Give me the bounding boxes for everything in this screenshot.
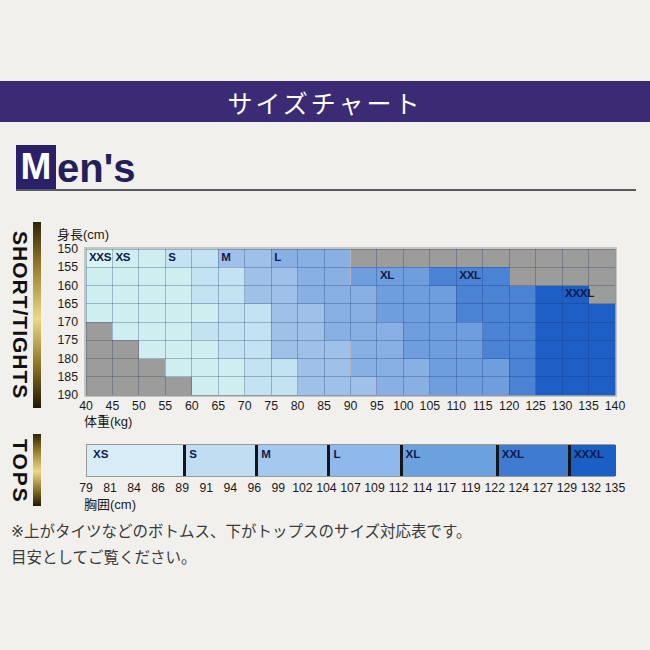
grid-cell-XS	[139, 340, 218, 358]
grid-cell-XL	[430, 359, 509, 377]
tops-side-label: TOPS	[2, 433, 32, 509]
grid-cell-XS	[112, 322, 191, 340]
gridline-horizontal	[86, 303, 615, 304]
grid-cell-XXXL	[536, 377, 615, 395]
size-label-XXL: XXL	[459, 269, 480, 281]
height-axis-title: 身長(cm)	[57, 224, 109, 243]
grid-cell-S	[192, 322, 271, 340]
size-label-XXXL: XXXL	[565, 287, 594, 299]
size-label-XXS: XXS	[89, 251, 111, 263]
tops-segment-divider	[496, 445, 499, 476]
page-title: サイズチャート	[227, 84, 422, 120]
grid-cell-XXL	[456, 286, 535, 304]
grid-cell-XXXL	[536, 322, 615, 340]
grid-cell-XXXL	[536, 340, 615, 358]
tops-segment-divider	[183, 445, 186, 476]
height-tick-label: 180	[46, 352, 78, 366]
gridline-horizontal	[86, 395, 615, 396]
grid-cell-XL	[377, 304, 456, 322]
grid-cell-M	[271, 340, 350, 358]
gridline-horizontal	[86, 376, 615, 377]
weight-tick-label: 140	[598, 399, 632, 413]
tops-size-label-XS: XS	[93, 448, 108, 460]
grid-cell-XXL	[509, 359, 535, 377]
grid-cell-out-of-range	[86, 359, 165, 377]
gridline-horizontal	[86, 340, 615, 341]
size-label-XL: XL	[380, 269, 394, 281]
height-tick-label: 170	[46, 315, 78, 329]
grid-cell-L	[351, 359, 430, 377]
size-label-L: L	[274, 251, 281, 263]
grid-cell-out-of-range	[86, 322, 112, 340]
height-tick-label: 150	[46, 242, 78, 256]
size-label-XS: XS	[115, 251, 130, 263]
mens-heading-text: en's	[57, 147, 135, 189]
grid-cell-M	[298, 377, 377, 395]
grid-cell-XL	[430, 377, 509, 395]
gridline-horizontal	[86, 267, 615, 268]
tops-segment-divider	[255, 445, 258, 476]
grid-cell-L	[324, 322, 403, 340]
shorts-tights-side-label: SHORT/TIGHTS	[2, 221, 32, 409]
mens-divider-line	[16, 189, 636, 191]
height-tick-label: 175	[46, 333, 78, 347]
grid-cell-XS	[165, 359, 244, 377]
gridline-horizontal	[86, 322, 615, 323]
footnote-line2: 目安としてご覧ください。	[11, 545, 471, 571]
grid-cell-L	[271, 249, 350, 267]
grid-cell-XXXL	[536, 359, 615, 377]
size-label-M: M	[221, 251, 230, 263]
size-label-S: S	[168, 251, 175, 263]
tops-accent-bar	[33, 434, 41, 506]
grid-cell-L	[298, 286, 377, 304]
tops-segment-divider	[400, 445, 403, 476]
grid-cell-XL	[377, 286, 456, 304]
mens-initial-block: M	[16, 145, 56, 189]
grid-cell-XXXL	[536, 304, 615, 322]
grid-cell-XL	[403, 340, 482, 358]
tops-size-label-L: L	[333, 448, 340, 460]
tops-size-label-M: M	[261, 448, 271, 460]
weight-axis-title: 体重(kg)	[84, 411, 132, 430]
gridline-horizontal	[86, 358, 615, 359]
tops-size-label-XXL: XXL	[502, 448, 524, 460]
grid-cell-XL	[403, 322, 482, 340]
tops-size-bar: XS S M L XL XXL XXXL	[86, 444, 615, 477]
footnote: ※上がタイツなどのボトムス、下がトップスのサイズ対応表です。 目安としてご覧くだ…	[11, 519, 471, 570]
grid-cell-XXL	[509, 377, 535, 395]
tops-size-label-XL: XL	[406, 448, 421, 460]
tops-size-label-S: S	[189, 448, 197, 460]
tops-size-label-XXXL: XXXL	[574, 448, 604, 460]
height-tick-label: 165	[46, 297, 78, 311]
gridline-horizontal	[86, 285, 615, 286]
tops-segment-divider	[327, 445, 330, 476]
footnote-line1: ※上がタイツなどのボトムス、下がトップスのサイズ対応表です。	[11, 519, 471, 545]
shorts-tights-size-grid: XXS XS S M L XL XXL XXXL	[86, 249, 615, 395]
chest-tick-label: 135	[598, 481, 632, 495]
grid-cell-XS	[86, 304, 218, 322]
tops-segment-divider	[568, 445, 571, 476]
shorts-tights-accent-bar	[33, 222, 41, 408]
gridline-horizontal	[86, 249, 615, 250]
mens-heading: M en's	[16, 145, 135, 189]
header-bar: サイズチャート	[0, 81, 650, 122]
height-tick-label: 155	[46, 260, 78, 274]
mens-initial-letter: M	[21, 146, 52, 188]
chest-axis-title: 胸囲(cm)	[84, 494, 136, 513]
height-tick-label: 185	[46, 370, 78, 384]
height-tick-label: 160	[46, 279, 78, 293]
grid-cell-XXL	[456, 304, 535, 322]
